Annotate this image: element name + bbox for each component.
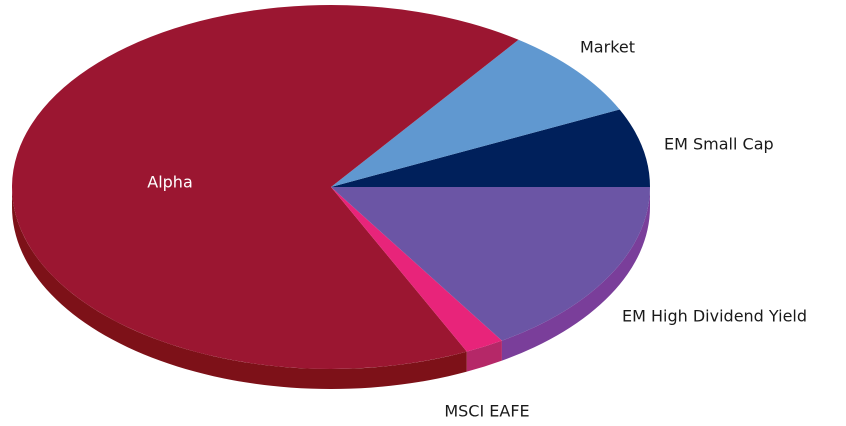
slice-label: EM Small Cap bbox=[664, 135, 774, 154]
slice bbox=[331, 109, 650, 187]
slice bbox=[331, 39, 620, 187]
slice bbox=[11, 5, 519, 370]
slice-label: Market bbox=[580, 38, 635, 57]
slice-side bbox=[12, 187, 467, 389]
slice bbox=[331, 187, 650, 341]
slice bbox=[331, 187, 502, 352]
slice-side bbox=[466, 340, 502, 372]
slice-label: EM High Dividend Yield bbox=[622, 307, 807, 326]
slice-label: Alpha bbox=[147, 173, 193, 192]
slice-label: MSCI EAFE bbox=[444, 402, 529, 421]
slice-side bbox=[501, 187, 650, 361]
